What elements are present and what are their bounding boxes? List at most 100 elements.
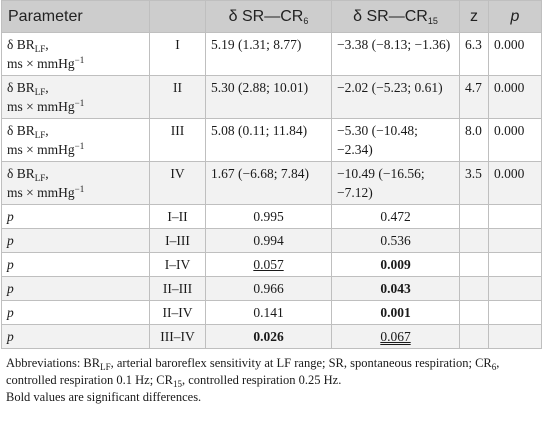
- cr15-value-bold: 0.001: [380, 305, 411, 320]
- p-cell: [488, 252, 542, 277]
- abbr-text-end: , controlled respiration 0.25 Hz.: [181, 373, 342, 387]
- header-sr-cr15-sub: 15: [427, 16, 438, 26]
- param-sub: LF: [34, 130, 46, 140]
- abbr-sub-6: 6: [491, 362, 497, 372]
- p-cell: [488, 300, 542, 325]
- abbr-prefix: Abbreviations: BR: [6, 356, 101, 370]
- z-cell: [459, 204, 489, 229]
- param-unit-sup: −1: [74, 98, 85, 108]
- param-delta: δ BR: [7, 166, 35, 181]
- p-label-cell: p: [1, 228, 150, 253]
- header-blank: [149, 0, 206, 33]
- table-row: p I–IV 0.057 0.009: [1, 252, 542, 277]
- header-parameter: Parameter: [1, 0, 150, 33]
- param-comma: ,: [45, 123, 49, 138]
- header-sr-cr15: δ SR—CR15: [331, 0, 460, 33]
- cr6-cell: 0.026: [205, 324, 332, 349]
- table-row: p III–IV 0.026 0.067: [1, 324, 542, 349]
- table-row: p I–II 0.995 0.472: [1, 204, 542, 229]
- cr6-cell: 1.67 (−6.68; 7.84): [205, 161, 332, 205]
- z-cell: [459, 324, 489, 349]
- param-sub: LF: [34, 87, 46, 97]
- param-unit-sup: −1: [74, 55, 85, 65]
- cr6-value-underlined: 0.057: [253, 257, 284, 272]
- cr15-cell: 0.536: [331, 228, 460, 253]
- param-unit: ms × mmHg: [7, 142, 75, 157]
- p-label-cell: p: [1, 204, 150, 229]
- param-unit: ms × mmHg: [7, 56, 75, 71]
- cr6-cell: 5.30 (2.88; 10.01): [205, 75, 332, 119]
- abbreviations-note: Abbreviations: BRLF, arterial baroreflex…: [6, 355, 536, 389]
- cr15-cell: 0.067: [331, 324, 460, 349]
- param-sub: LF: [34, 44, 46, 54]
- table-figure: Parameter δ SR—CR6 δ SR—CR15 z p δ BRLF,…: [1, 0, 542, 404]
- param-cell: δ BRLF, ms × mmHg−1: [1, 161, 150, 205]
- group-cell: III: [149, 118, 206, 162]
- header-sr-cr15-text: δ SR—CR: [353, 8, 428, 25]
- param-sub: LF: [34, 173, 46, 183]
- cr6-value-bold: 0.026: [253, 329, 284, 344]
- param-delta: δ BR: [7, 37, 35, 52]
- abbr-sub-15: 15: [172, 379, 182, 389]
- group-cell: IV: [149, 161, 206, 205]
- cr15-cell: −10.49 (−16.56; −7.12): [331, 161, 460, 205]
- param-comma: ,: [45, 80, 49, 95]
- table-row: p I–III 0.994 0.536: [1, 228, 542, 253]
- table-row: δ BRLF, ms × mmHg−1 II 5.30 (2.88; 10.01)…: [1, 75, 542, 119]
- pair-cell: II–IV: [149, 300, 206, 325]
- cr15-cell: −5.30 (−10.48; −2.34): [331, 118, 460, 162]
- param-unit: ms × mmHg: [7, 185, 75, 200]
- cr6-cell: 0.966: [205, 276, 332, 301]
- abbr-sub-lf: LF: [100, 362, 111, 372]
- pair-cell: I–III: [149, 228, 206, 253]
- z-cell: 8.0: [459, 118, 489, 162]
- cr6-cell: 5.08 (0.11; 11.84): [205, 118, 332, 162]
- header-p: p: [488, 0, 542, 33]
- header-row: Parameter δ SR—CR6 δ SR—CR15 z p: [1, 0, 542, 33]
- cr15-value-bold: 0.009: [380, 257, 411, 272]
- cr15-cell: −3.38 (−8.13; −1.36): [331, 32, 460, 76]
- param-cell: δ BRLF, ms × mmHg−1: [1, 118, 150, 162]
- cr6-cell: 0.995: [205, 204, 332, 229]
- pair-cell: I–IV: [149, 252, 206, 277]
- cr15-cell: −2.02 (−5.23; 0.61): [331, 75, 460, 119]
- pair-cell: III–IV: [149, 324, 206, 349]
- z-cell: [459, 252, 489, 277]
- p-cell: [488, 276, 542, 301]
- param-unit-sup: −1: [74, 184, 85, 194]
- table-row: δ BRLF, ms × mmHg−1 III 5.08 (0.11; 11.84…: [1, 118, 542, 162]
- p-label-cell: p: [1, 252, 150, 277]
- p-cell: [488, 228, 542, 253]
- param-unit-sup: −1: [74, 141, 85, 151]
- p-cell: 0.000: [488, 161, 542, 205]
- z-cell: 6.3: [459, 32, 489, 76]
- table-row: δ BRLF, ms × mmHg−1 IV 1.67 (−6.68; 7.84)…: [1, 161, 542, 205]
- param-delta: δ BR: [7, 123, 35, 138]
- cr6-cell: 0.057: [205, 252, 332, 277]
- p-cell: 0.000: [488, 118, 542, 162]
- cr15-value-bold: 0.043: [380, 281, 411, 296]
- cr15-value-double-underlined: 0.067: [380, 329, 411, 344]
- p-cell: [488, 204, 542, 229]
- param-cell: δ BRLF, ms × mmHg−1: [1, 75, 150, 119]
- p-label-cell: p: [1, 276, 150, 301]
- p-cell: [488, 324, 542, 349]
- group-cell: II: [149, 75, 206, 119]
- header-z: z: [459, 0, 489, 33]
- table-row: p II–IV 0.141 0.001: [1, 300, 542, 325]
- z-cell: [459, 228, 489, 253]
- results-table: Parameter δ SR—CR6 δ SR—CR15 z p δ BRLF,…: [1, 0, 542, 349]
- pair-cell: II–III: [149, 276, 206, 301]
- header-sr-cr6: δ SR—CR6: [205, 0, 332, 33]
- cr15-cell: 0.472: [331, 204, 460, 229]
- cr6-cell: 5.19 (1.31; 8.77): [205, 32, 332, 76]
- z-cell: [459, 300, 489, 325]
- bold-values-note: Bold values are significant differences.: [6, 390, 202, 404]
- cr6-cell: 0.141: [205, 300, 332, 325]
- p-label-cell: p: [1, 324, 150, 349]
- abbr-text-2: , controlled respiration 0.1 Hz; CR: [6, 356, 500, 387]
- z-cell: [459, 276, 489, 301]
- pair-cell: I–II: [149, 204, 206, 229]
- cr15-cell: 0.043: [331, 276, 460, 301]
- cr15-cell: 0.009: [331, 252, 460, 277]
